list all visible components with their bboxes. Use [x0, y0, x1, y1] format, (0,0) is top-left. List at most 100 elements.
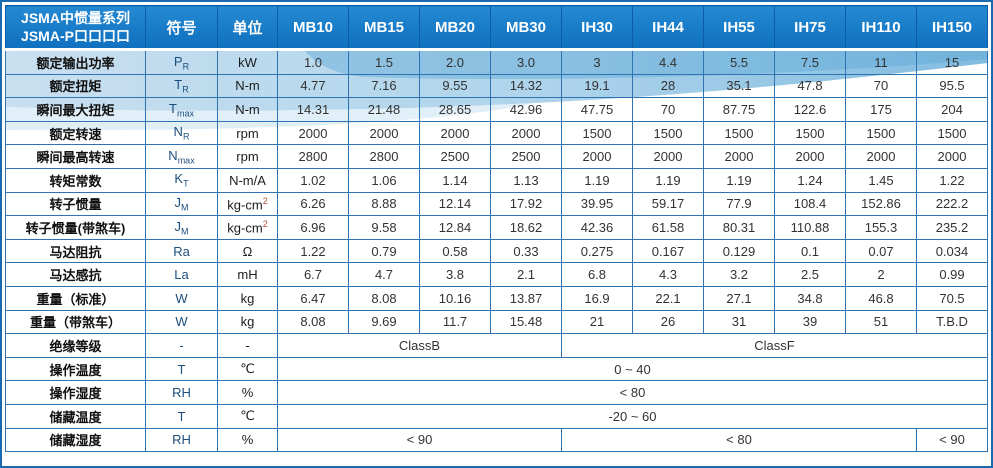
table-row: 马达阻抗 Ra Ω 1.22 0.79 0.58 0.33 0.275 0.167 0.129 0.…: [5, 238, 988, 264]
spec-value: 2800: [277, 144, 349, 169]
header-row: JSMA中惯量系列 JSMA-P口口口口 符号 单位 MB10 MB15 MB20 M…: [5, 5, 988, 51]
symbol-subscript: M: [181, 202, 189, 213]
row-unit: rpm: [217, 144, 278, 169]
row-unit: kg: [217, 285, 278, 311]
spec-value: 80.31: [703, 215, 775, 240]
model-column-header-mb15: MB15: [348, 5, 420, 51]
model-column-header-ih30: IH30: [561, 5, 633, 51]
spec-value: 7.16: [348, 73, 420, 99]
row-symbol: PR: [145, 49, 218, 75]
spec-value: 222.2: [916, 191, 988, 217]
spec-value: 1500: [774, 120, 846, 146]
spec-value: 1500: [845, 120, 917, 146]
row-symbol: NR: [145, 120, 218, 146]
row-symbol: -: [145, 333, 218, 358]
spec-value: 70: [632, 97, 704, 122]
spec-value: 7.5: [774, 49, 846, 75]
spec-value: 2000: [916, 144, 988, 169]
row-unit: ℃: [217, 356, 278, 382]
row-label: 瞬间最高转速: [5, 144, 146, 169]
row-unit: %: [217, 427, 278, 453]
spec-value: 14.31: [277, 97, 349, 122]
model-column-header-mb20: MB20: [419, 5, 491, 51]
table-row: 额定扭矩 TR N-m 4.77 7.16 9.55 14.32 19.1 28 35.1 47.8…: [5, 73, 988, 99]
spec-value: 22.1: [632, 285, 704, 311]
row-symbol: Ra: [145, 238, 218, 264]
spec-value: 2500: [419, 144, 491, 169]
row-symbol: T: [145, 356, 218, 382]
row-unit: kg-cm2: [217, 191, 278, 217]
row-label: 重量（标准）: [5, 285, 146, 311]
spec-value: 34.8: [774, 285, 846, 311]
spec-value: 1500: [561, 120, 633, 146]
spec-value: 12.14: [419, 191, 491, 217]
spec-value: 2000: [845, 144, 917, 169]
row-symbol: RH: [145, 380, 218, 405]
table-row: 额定输出功率 PR kW 1.0 1.5 2.0 3.0 3 4.4 5.5 7.5 11 15: [5, 49, 988, 75]
spec-value: 2000: [703, 144, 775, 169]
spec-value: 0.33: [490, 238, 562, 264]
spec-value: 0.58: [419, 238, 491, 264]
spec-value: 26: [632, 309, 704, 335]
row-symbol: Tmax: [145, 97, 218, 122]
row-symbol: Nmax: [145, 144, 218, 169]
row-label: 马达感抗: [5, 262, 146, 287]
spec-value: 2000: [419, 120, 491, 146]
table-row: 转矩常数 KT N-m/A 1.02 1.06 1.14 1.13 1.19 1.19 1.19 1…: [5, 167, 988, 193]
spec-value: 1.19: [561, 167, 633, 193]
spec-value: 3: [561, 49, 633, 75]
spec-value-span: < 90: [916, 427, 988, 453]
spec-value: 16.9: [561, 285, 633, 311]
spec-value-span: ClassB: [277, 333, 562, 358]
spec-value: 0.167: [632, 238, 704, 264]
spec-value: 4.3: [632, 262, 704, 287]
table-row: 转子惯量 JM kg-cm2 6.26 8.88 12.14 17.92 39.95 59.17…: [5, 191, 988, 217]
spec-value: 6.7: [277, 262, 349, 287]
spec-value: 2: [845, 262, 917, 287]
row-label: 操作温度: [5, 356, 146, 382]
row-unit: kW: [217, 49, 278, 75]
row-label: 转矩常数: [5, 167, 146, 193]
row-unit: mH: [217, 262, 278, 287]
spec-value: 35.1: [703, 73, 775, 99]
row-symbol: JM: [145, 215, 218, 240]
spec-value: 87.75: [703, 97, 775, 122]
row-symbol: W: [145, 285, 218, 311]
symbol-subscript: R: [182, 131, 190, 142]
spec-value: 1.5: [348, 49, 420, 75]
spec-value: 0.275: [561, 238, 633, 264]
spec-value: 19.1: [561, 73, 633, 99]
model-column-header-ih44: IH44: [632, 5, 704, 51]
spec-value: 4.77: [277, 73, 349, 99]
spec-table-body: 额定输出功率 PR kW 1.0 1.5 2.0 3.0 3 4.4 5.5 7.5 11 15 额定扭矩…: [5, 49, 988, 453]
symbol-subscript: R: [182, 84, 189, 95]
symbol-column-header: 符号: [145, 5, 218, 51]
spec-value: 204: [916, 97, 988, 122]
row-label: 储藏湿度: [5, 427, 146, 453]
spec-value: 6.8: [561, 262, 633, 287]
spec-value: 1.14: [419, 167, 491, 193]
spec-value: 39: [774, 309, 846, 335]
unit-superscript: 2: [262, 195, 268, 206]
spec-value: 0.79: [348, 238, 420, 264]
spec-value: 21: [561, 309, 633, 335]
spec-value: 155.3: [845, 215, 917, 240]
spec-value: 8.88: [348, 191, 420, 217]
spec-value: 42.36: [561, 215, 633, 240]
model-column-header-mb10: MB10: [277, 5, 349, 51]
model-column-header-ih110: IH110: [845, 5, 917, 51]
spec-value: 1.45: [845, 167, 917, 193]
spec-value: 2000: [490, 120, 562, 146]
row-symbol: RH: [145, 427, 218, 453]
spec-value-span: < 80: [561, 427, 917, 453]
symbol-subscript: max: [177, 155, 195, 166]
symbol-subscript: max: [176, 108, 194, 119]
spec-value: 1500: [632, 120, 704, 146]
spec-value: 1.22: [916, 167, 988, 193]
spec-value: 1.24: [774, 167, 846, 193]
spec-value: 3.2: [703, 262, 775, 287]
table-row: 转子惯量(带煞车) JM kg-cm2 6.96 9.58 12.84 18.62 42.36…: [5, 215, 988, 240]
row-unit: -: [217, 333, 278, 358]
row-unit: rpm: [217, 120, 278, 146]
